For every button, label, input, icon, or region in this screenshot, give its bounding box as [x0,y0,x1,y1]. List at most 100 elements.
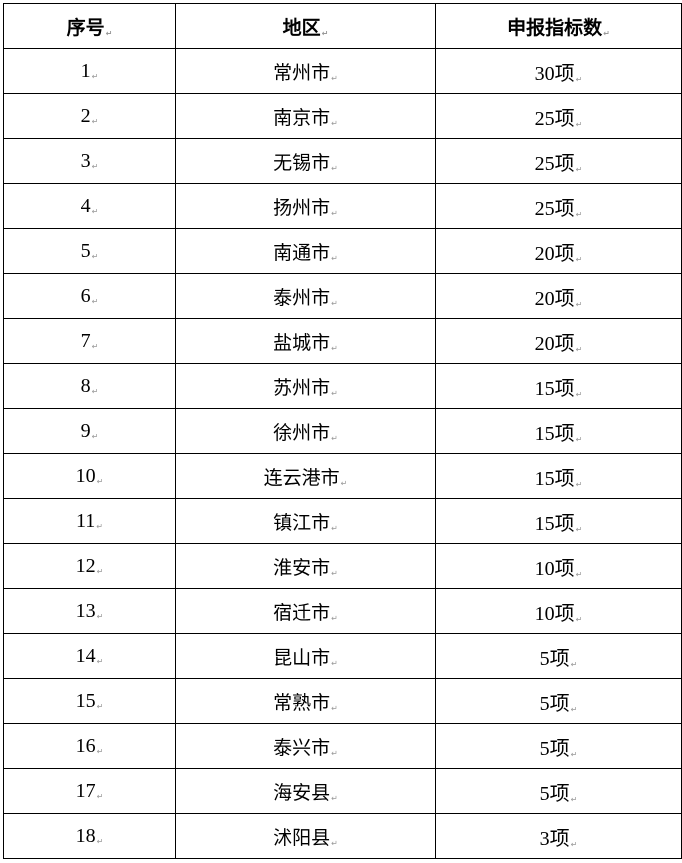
region-cell: 苏州市 [175,363,436,409]
table-row: 6 泰州市 20项 [3,273,682,319]
index-cell: 16 [3,723,176,769]
count-cell: 15项 [435,408,682,454]
index-cell: 5 [3,228,176,274]
table-row: 4 扬州市 25项 [3,183,682,229]
region-cell-text: 盐城市 [273,332,338,354]
region-cell-text: 徐州市 [273,422,338,444]
region-cell-text: 连云港市 [264,467,348,489]
table-row: 7 盐城市 20项 [3,318,682,364]
header-count: 申报指标数 [435,3,682,49]
count-cell: 15项 [435,453,682,499]
count-cell: 5项 [435,633,682,679]
index-cell-text: 9 [81,420,99,442]
region-cell-text: 常熟市 [273,692,338,714]
region-cell: 扬州市 [175,183,436,229]
count-cell: 25项 [435,93,682,139]
count-cell: 15项 [435,363,682,409]
count-cell-text: 15项 [535,468,583,490]
index-cell-text: 4 [81,195,99,217]
count-cell-text: 25项 [535,198,583,220]
region-cell: 常熟市 [175,678,436,724]
count-cell-text: 20项 [535,288,583,310]
count-cell-text: 15项 [535,378,583,400]
index-cell-text: 17 [76,780,104,802]
index-cell-text: 2 [81,105,99,127]
index-cell-text: 10 [76,465,104,487]
table-row: 5 南通市 20项 [3,228,682,274]
index-cell-text: 3 [81,150,99,172]
region-cell: 无锡市 [175,138,436,184]
index-cell: 2 [3,93,176,139]
table-row: 1 常州市 30项 [3,48,682,94]
count-cell-text: 20项 [535,333,583,355]
header-index-label: 序号 [67,17,113,39]
index-cell: 13 [3,588,176,634]
index-cell-text: 16 [76,735,104,757]
count-cell-text: 5项 [540,693,578,715]
region-cell-text: 泰州市 [273,287,338,309]
index-cell: 11 [3,498,176,544]
index-cell: 7 [3,318,176,364]
region-cell-text: 镇江市 [273,512,338,534]
table-row: 18 沭阳县 3项 [3,813,682,859]
table-row: 16 泰兴市 5项 [3,723,682,769]
table-row: 13 宿迁市 10项 [3,588,682,634]
region-cell: 泰州市 [175,273,436,319]
index-cell: 8 [3,363,176,409]
table-row: 10 连云港市 15项 [3,453,682,499]
count-cell: 10项 [435,588,682,634]
index-cell: 10 [3,453,176,499]
count-cell: 30项 [435,48,682,94]
region-cell: 泰兴市 [175,723,436,769]
region-cell-text: 泰兴市 [273,737,338,759]
index-cell-text: 6 [81,285,99,307]
region-cell-text: 苏州市 [273,377,338,399]
index-cell-text: 18 [76,825,104,847]
index-cell-text: 14 [76,645,104,667]
count-cell: 3项 [435,813,682,859]
count-cell-text: 10项 [535,603,583,625]
region-cell-text: 淮安市 [273,557,338,579]
region-cell-text: 扬州市 [273,197,338,219]
indicator-table: 序号 地区 申报指标数 1 常州市 30项 2 南京市 25项 3 无锡市 25项 4 扬州市 25项… [3,3,682,859]
region-cell: 南通市 [175,228,436,274]
index-cell-text: 1 [81,60,99,82]
index-cell-text: 5 [81,240,99,262]
count-cell: 10项 [435,543,682,589]
count-cell-text: 15项 [535,513,583,535]
index-cell: 15 [3,678,176,724]
region-cell: 盐城市 [175,318,436,364]
count-cell: 20项 [435,318,682,364]
region-cell: 徐州市 [175,408,436,454]
header-region-label: 地区 [283,17,329,39]
table-body: 1 常州市 30项 2 南京市 25项 3 无锡市 25项 4 扬州市 25项 5 南通市 20项 6 泰州市 2… [3,48,682,859]
region-cell-text: 常州市 [273,62,338,84]
region-cell: 昆山市 [175,633,436,679]
region-cell: 沭阳县 [175,813,436,859]
table-row: 15 常熟市 5项 [3,678,682,724]
region-cell-text: 南京市 [273,107,338,129]
index-cell-text: 13 [76,600,104,622]
count-cell-text: 5项 [540,738,578,760]
table-row: 14 昆山市 5项 [3,633,682,679]
index-cell: 1 [3,48,176,94]
region-cell-text: 宿迁市 [273,602,338,624]
count-cell-text: 30项 [535,63,583,85]
region-cell: 宿迁市 [175,588,436,634]
count-cell: 20项 [435,228,682,274]
region-cell: 镇江市 [175,498,436,544]
index-cell: 12 [3,543,176,589]
index-cell: 14 [3,633,176,679]
header-count-label: 申报指标数 [507,17,610,39]
region-cell: 淮安市 [175,543,436,589]
index-cell-text: 7 [81,330,99,352]
index-cell: 17 [3,768,176,814]
index-cell-text: 15 [76,690,104,712]
region-cell: 海安县 [175,768,436,814]
count-cell: 25项 [435,183,682,229]
count-cell: 20项 [435,273,682,319]
count-cell: 5项 [435,723,682,769]
count-cell-text: 25项 [535,108,583,130]
count-cell: 5项 [435,768,682,814]
region-cell: 连云港市 [175,453,436,499]
